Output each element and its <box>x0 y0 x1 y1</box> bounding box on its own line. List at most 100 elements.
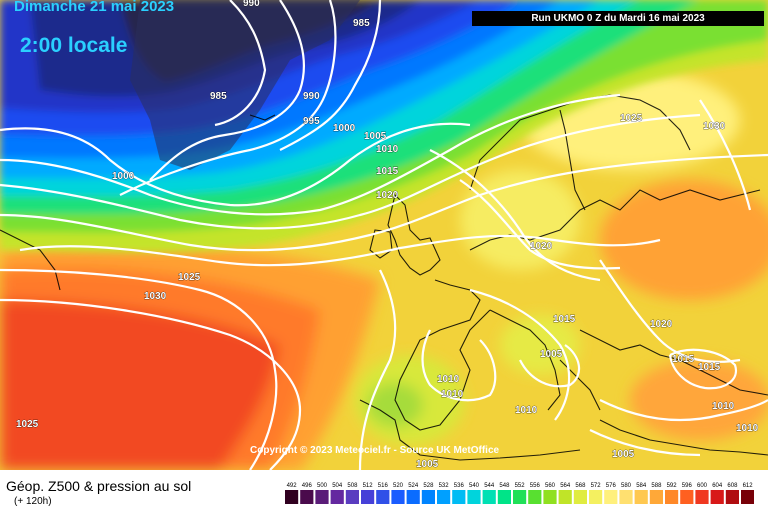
isobar-label: 1010 <box>736 423 759 434</box>
isobar-label: 1010 <box>712 401 735 412</box>
scale-tick-label: 536 <box>454 483 465 489</box>
scale-tick-label: 600 <box>697 483 708 489</box>
scale-tick-label: 604 <box>712 483 723 489</box>
scale-tick-label: 500 <box>317 483 328 489</box>
scale-tick-label: 592 <box>667 483 678 489</box>
scale-swatch <box>573 490 587 504</box>
scale-tick-label: 564 <box>560 483 571 489</box>
copyright-notice: Copyright © 2023 Meteociel.fr - Source U… <box>250 445 500 456</box>
isobar-label: 1030 <box>703 121 726 132</box>
scale-swatch <box>695 490 709 504</box>
scale-tick-label: 556 <box>530 483 541 489</box>
scale-tick-label: 576 <box>606 483 617 489</box>
scale-swatch <box>634 490 648 504</box>
scale-swatch <box>482 490 496 504</box>
isobar-label: 1025 <box>16 419 39 430</box>
isobar-label: 1005 <box>364 131 387 142</box>
isobar-labels: 990 985 985 990 995 1000 1005 1010 1015 … <box>16 0 759 470</box>
isobar-label: 1015 <box>376 166 399 177</box>
scale-swatch <box>665 490 679 504</box>
scale-swatch <box>497 490 511 504</box>
scale-swatch <box>649 490 663 504</box>
scale-tick-label: 540 <box>469 483 480 489</box>
isobar-label: 1015 <box>672 354 695 365</box>
scale-swatch <box>619 490 633 504</box>
scale-swatch <box>315 490 329 504</box>
scale-swatch <box>680 490 694 504</box>
scale-swatch <box>604 490 618 504</box>
scale-tick-label: 496 <box>302 483 313 489</box>
isobar-label: 1020 <box>376 190 399 201</box>
isobar-label: 995 <box>303 116 320 127</box>
forecast-date: Dimanche 21 mai 2023 <box>14 0 175 15</box>
pressure-map: 990 985 985 990 995 1000 1005 1010 1015 … <box>0 0 768 470</box>
isobar-label: 1015 <box>553 314 576 325</box>
scale-swatch <box>558 490 572 504</box>
isobar-label: 1005 <box>540 349 563 360</box>
scale-swatch <box>376 490 390 504</box>
scale-swatch <box>710 490 724 504</box>
isobars <box>0 0 768 470</box>
scale-tick-label: 548 <box>499 483 510 489</box>
scale-tick-label: 532 <box>439 483 450 489</box>
isobar-label: 1010 <box>441 389 464 400</box>
scale-swatch <box>543 490 557 504</box>
scale-tick-label: 524 <box>408 483 419 489</box>
scale-tick-label: 520 <box>393 483 404 489</box>
scale-swatch <box>406 490 420 504</box>
scale-tick-label: 528 <box>423 483 434 489</box>
color-scale: 492 496 500 504 508 512 516 520 524 528 532 536 540 5… <box>285 483 754 504</box>
scale-tick-label: 568 <box>575 483 586 489</box>
isobar-label: 1005 <box>612 449 635 460</box>
coastlines <box>0 94 768 461</box>
isobar-label: 990 <box>243 0 260 9</box>
isobar-label: 1020 <box>530 241 553 252</box>
scale-swatch <box>437 490 451 504</box>
scale-swatch <box>452 490 466 504</box>
isobar-label: 1010 <box>376 144 399 155</box>
scale-swatch <box>421 490 435 504</box>
scale-tick-label: 492 <box>287 483 298 489</box>
isobar-label: 1000 <box>333 123 356 134</box>
isobar-label: 1025 <box>178 272 201 283</box>
isobar-label: 990 <box>303 91 320 102</box>
isobar-label: 1010 <box>515 405 538 416</box>
legend-title: Géop. Z500 & pression au sol <box>6 478 192 494</box>
scale-swatch <box>285 490 299 504</box>
scale-tick-label: 584 <box>636 483 647 489</box>
isobar-label: 1005 <box>416 459 439 470</box>
isobar-label: 1020 <box>650 319 673 330</box>
scale-swatch <box>345 490 359 504</box>
run-info-banner: Run UKMO 0 Z du Mardi 16 mai 2023 <box>472 11 764 26</box>
scale-swatch <box>528 490 542 504</box>
forecast-local-time: 2:00 locale <box>20 34 128 57</box>
isobar-label: 985 <box>353 18 370 29</box>
scale-tick-label: 588 <box>651 483 662 489</box>
isobar-label: 985 <box>210 91 227 102</box>
geopotential-field <box>0 0 768 470</box>
isobar-label: 1000 <box>112 171 135 182</box>
scale-tick-label: 596 <box>682 483 693 489</box>
scale-swatch <box>300 490 314 504</box>
scale-tick-label: 612 <box>743 483 754 489</box>
scale-tick-label: 572 <box>591 483 602 489</box>
isobar-label: 1030 <box>144 291 167 302</box>
scale-tick-label: 512 <box>363 483 374 489</box>
isobar-label: 1025 <box>620 113 643 124</box>
scale-tick-label: 504 <box>332 483 343 489</box>
scale-swatch <box>589 490 603 504</box>
scale-swatch <box>513 490 527 504</box>
scale-tick-label: 552 <box>515 483 526 489</box>
scale-tick-label: 608 <box>727 483 738 489</box>
scale-tick-label: 516 <box>378 483 389 489</box>
isobar-label: 1010 <box>437 374 460 385</box>
scale-swatch <box>725 490 739 504</box>
scale-swatch <box>391 490 405 504</box>
scale-tick-label: 544 <box>484 483 495 489</box>
scale-swatch <box>330 490 344 504</box>
scale-swatch <box>741 490 754 504</box>
scale-swatch <box>361 490 375 504</box>
isobar-label: 1015 <box>698 362 721 373</box>
scale-tick-label: 580 <box>621 483 632 489</box>
